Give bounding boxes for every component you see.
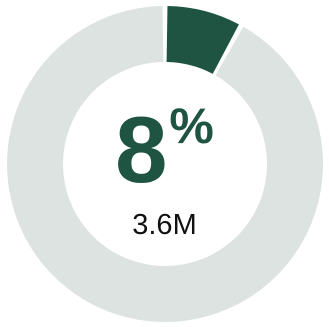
- slice-highlighted: [166, 6, 239, 74]
- percent-value: 8: [115, 97, 168, 202]
- total-value: 3.6M: [132, 209, 197, 241]
- slice-remainder: [6, 6, 323, 322]
- percent-sign: %: [169, 98, 214, 154]
- percent-label: 8%: [0, 97, 329, 202]
